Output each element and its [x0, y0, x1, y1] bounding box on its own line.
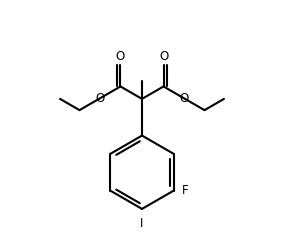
Text: I: I	[140, 217, 144, 230]
Text: O: O	[159, 50, 168, 63]
Text: O: O	[180, 92, 189, 105]
Text: O: O	[116, 50, 125, 63]
Text: O: O	[95, 92, 104, 105]
Text: F: F	[181, 184, 188, 197]
